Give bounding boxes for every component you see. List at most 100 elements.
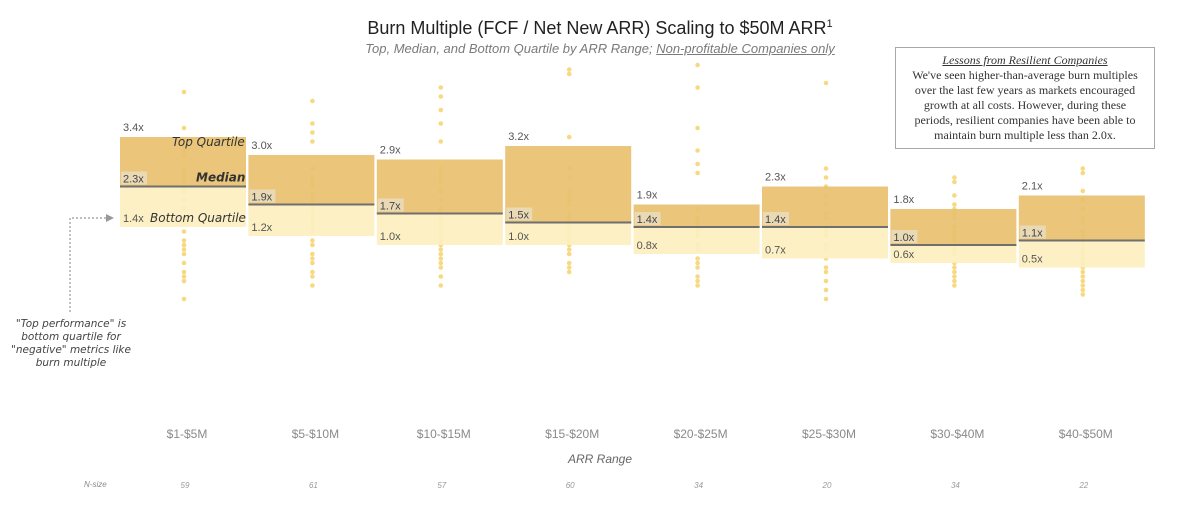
data-point bbox=[310, 130, 315, 135]
bottom-quartile-label: 1.0x bbox=[508, 231, 529, 243]
data-point bbox=[181, 229, 187, 234]
data-point bbox=[438, 265, 444, 270]
data-point bbox=[1080, 292, 1086, 297]
median-label-bg bbox=[377, 198, 404, 212]
median-label-bg bbox=[249, 189, 276, 203]
top-quartile-label: 2.9x bbox=[380, 145, 401, 157]
x-axis-title: ARR Range bbox=[567, 452, 633, 466]
bottom-quartile-label: 0.8x bbox=[637, 240, 658, 252]
data-point bbox=[952, 283, 957, 288]
x-tick-label: $10-$15M bbox=[417, 427, 471, 441]
x-tick-label: $20-$25M bbox=[674, 427, 728, 441]
data-point bbox=[438, 274, 444, 279]
data-point bbox=[1080, 274, 1086, 279]
data-point bbox=[181, 242, 187, 248]
top-quartile-label: 1.9x bbox=[637, 190, 658, 202]
data-point bbox=[566, 247, 572, 252]
top-quartile-label: 3.2x bbox=[508, 131, 529, 143]
data-point bbox=[181, 251, 187, 257]
data-point bbox=[695, 260, 700, 266]
data-point bbox=[823, 278, 829, 284]
data-point bbox=[310, 242, 315, 248]
data-point bbox=[952, 278, 957, 284]
data-point bbox=[823, 296, 829, 302]
top-quartile-label: 1.8x bbox=[893, 194, 914, 206]
x-tick-label: $5-$10M bbox=[292, 427, 339, 441]
top-performance-note: "Top performance" is bottom quartile for… bbox=[11, 318, 131, 369]
lower-quartile-box bbox=[376, 213, 503, 245]
data-point bbox=[181, 125, 187, 131]
median-label-bg bbox=[506, 207, 533, 221]
median-legend-label: Median bbox=[196, 171, 245, 185]
bottom-quartile-label: 1.4x bbox=[123, 213, 144, 225]
data-point bbox=[181, 247, 187, 252]
data-point bbox=[438, 121, 444, 126]
median-label: 1.0x bbox=[893, 232, 914, 244]
lower-quartile-box bbox=[505, 222, 632, 245]
x-tick-label: $30-$40M bbox=[930, 427, 984, 441]
median-label: 1.4x bbox=[765, 214, 786, 226]
data-point bbox=[952, 179, 957, 185]
top-quartile-label: 2.1x bbox=[1022, 181, 1043, 193]
data-point bbox=[310, 238, 315, 243]
data-point bbox=[181, 296, 187, 302]
chart-subtitle: Top, Median, and Bottom Quartile by ARR … bbox=[365, 41, 835, 56]
median-label-bg bbox=[763, 212, 789, 225]
data-point bbox=[695, 265, 700, 270]
lessons-body: We've seen higher-than-average burn mult… bbox=[912, 68, 1138, 142]
lessons-callout-box: Lessons from Resilient Companies We've s… bbox=[895, 47, 1155, 149]
bottom-quartile-label: 0.7x bbox=[765, 245, 786, 257]
title-footnote-marker: 1 bbox=[826, 18, 833, 30]
top-quartile-label: 3.0x bbox=[251, 140, 272, 152]
lower-quartile-box bbox=[762, 227, 888, 259]
data-point bbox=[181, 278, 187, 284]
median-label: 1.9x bbox=[251, 192, 272, 204]
data-point bbox=[823, 80, 829, 86]
data-point bbox=[952, 269, 957, 275]
data-point bbox=[566, 67, 572, 72]
bottom-quartile-label: 1.0x bbox=[380, 231, 401, 243]
data-point bbox=[695, 161, 700, 167]
n-size-value: 34 bbox=[694, 481, 703, 490]
lessons-heading: Lessons from Resilient Companies bbox=[942, 53, 1108, 67]
data-point bbox=[1080, 269, 1086, 275]
data-point bbox=[438, 256, 444, 261]
n-size-value: 61 bbox=[309, 481, 318, 490]
n-size-value: 60 bbox=[566, 481, 575, 490]
data-point bbox=[1080, 287, 1086, 293]
data-point bbox=[566, 265, 572, 270]
data-point bbox=[695, 148, 700, 153]
median-label: 1.7x bbox=[380, 201, 401, 213]
data-point bbox=[695, 125, 700, 131]
median-label: 1.1x bbox=[1022, 228, 1043, 240]
data-point bbox=[695, 85, 700, 90]
median-label: 2.3x bbox=[123, 174, 144, 186]
x-tick-label: $15-$20M bbox=[545, 427, 599, 441]
upper-quartile-box bbox=[633, 204, 760, 227]
median-label-bg bbox=[1019, 225, 1046, 239]
data-point bbox=[438, 107, 444, 113]
callout-arrowhead bbox=[106, 214, 114, 222]
data-point bbox=[181, 260, 187, 266]
data-point bbox=[823, 166, 829, 171]
data-point bbox=[695, 274, 700, 279]
data-point bbox=[566, 260, 572, 266]
data-point bbox=[566, 134, 572, 140]
data-point bbox=[1080, 278, 1086, 284]
data-point bbox=[438, 251, 444, 257]
x-tick-label: $25-$30M bbox=[802, 427, 856, 441]
data-point bbox=[438, 260, 444, 266]
data-point bbox=[310, 274, 315, 279]
lower-quartile-box bbox=[248, 204, 375, 236]
data-point bbox=[181, 89, 187, 95]
data-point bbox=[310, 139, 315, 144]
median-label-bg bbox=[891, 230, 918, 243]
data-point bbox=[1080, 188, 1086, 194]
bottom-quartile-label: 1.2x bbox=[251, 222, 272, 234]
data-point bbox=[952, 265, 957, 270]
data-point bbox=[695, 256, 700, 261]
top-quartile-legend-label: Top Quartile bbox=[172, 135, 245, 149]
top-quartile-label: 2.3x bbox=[765, 172, 786, 184]
n-size-value: 20 bbox=[822, 481, 832, 490]
data-point bbox=[438, 247, 444, 252]
